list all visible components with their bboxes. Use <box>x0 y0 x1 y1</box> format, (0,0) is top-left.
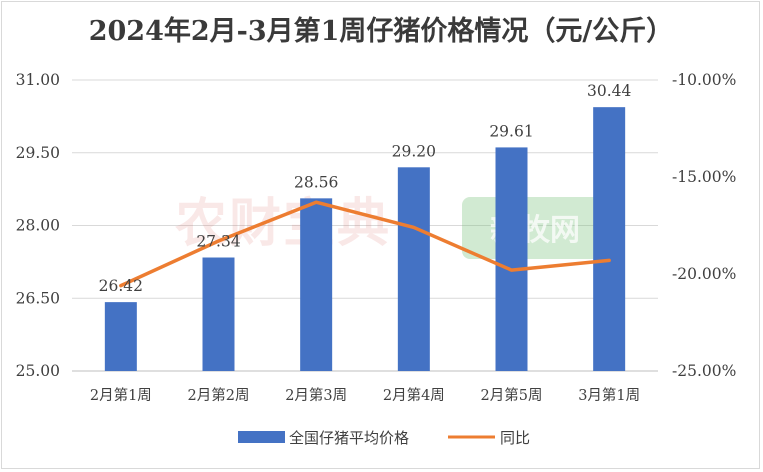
bar <box>593 107 626 371</box>
legend-line-label: 同比 <box>500 429 530 447</box>
left-tick-label: 25.00 <box>16 362 60 380</box>
bar-value-label: 26.42 <box>99 277 143 295</box>
chart-title: 2024年2月-3月第1周仔猪价格情况（元/公斤） <box>89 15 674 47</box>
left-tick-label: 28.00 <box>16 217 60 235</box>
category-label: 2月第1周 <box>90 386 152 404</box>
right-tick-label: -10.00% <box>672 71 736 89</box>
right-axis-ticks: -25.00% -20.00% -15.00% -10.00% <box>672 71 736 380</box>
bar-value-label: 28.56 <box>294 173 338 191</box>
bar <box>495 147 528 371</box>
category-label: 2月第2周 <box>188 386 250 404</box>
bar-value-labels: 26.42 27.34 28.56 29.20 29.61 30.44 <box>99 82 632 295</box>
bar <box>104 302 137 371</box>
bar-value-label: 29.61 <box>489 122 533 140</box>
right-tick-label: -25.00% <box>672 362 736 380</box>
category-label: 2月第4周 <box>383 386 445 404</box>
left-tick-label: 26.50 <box>16 289 60 307</box>
left-axis-ticks: 25.00 26.50 28.00 29.50 31.00 <box>16 71 60 380</box>
right-tick-label: -15.00% <box>672 168 736 186</box>
category-label: 2月第5周 <box>481 386 543 404</box>
left-tick-label: 29.50 <box>16 144 60 162</box>
bar-value-label: 27.34 <box>196 233 241 251</box>
yoy-line <box>119 200 611 288</box>
category-label: 2月第3周 <box>285 386 347 404</box>
bar <box>300 198 333 371</box>
bar <box>202 257 235 371</box>
legend: 全国仔猪平均价格 同比 <box>238 429 530 447</box>
left-tick-label: 31.00 <box>16 71 60 89</box>
right-tick-label: -20.00% <box>672 265 736 283</box>
legend-bar-label: 全国仔猪平均价格 <box>289 429 409 447</box>
line-series <box>119 200 611 288</box>
bar <box>397 167 430 371</box>
category-label: 3月第1周 <box>578 386 640 404</box>
category-labels: 2月第1周 2月第2周 2月第3周 2月第4周 2月第5周 3月第1周 <box>90 386 640 404</box>
gridlines <box>72 79 658 372</box>
bar-value-label: 29.20 <box>392 142 436 160</box>
bar-series <box>104 107 626 371</box>
bar-value-label: 30.44 <box>587 82 632 100</box>
legend-bar-swatch <box>238 431 285 443</box>
